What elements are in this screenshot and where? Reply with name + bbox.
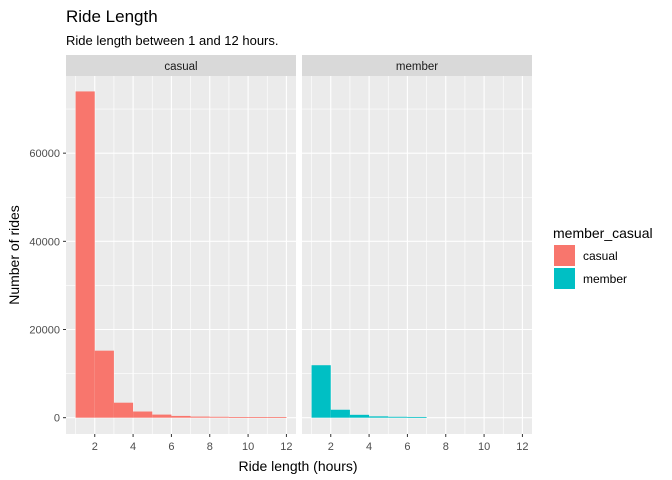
histogram-bar (113, 402, 134, 418)
x-tick-label: 4 (130, 441, 136, 453)
chart-subtitle: Ride length between 1 and 12 hours. (66, 33, 279, 48)
histogram-bar (267, 417, 287, 418)
x-tick-label: 12 (516, 441, 528, 453)
x-tick-label: 6 (404, 441, 410, 453)
chart-title: Ride Length (66, 7, 158, 26)
panel-background (302, 76, 532, 434)
x-tick-label: 6 (168, 441, 174, 453)
legend-title: member_casual (553, 225, 653, 241)
facet-panel-member: member 2 4 6 8 10 12 (302, 55, 532, 453)
x-tick-label: 8 (443, 441, 449, 453)
x-tick-label: 8 (207, 441, 213, 453)
legend-key-casual (554, 245, 575, 266)
facet-strip (302, 55, 532, 76)
histogram-bar (407, 416, 427, 418)
histogram-bar (75, 91, 95, 418)
x-tick-label: 10 (478, 441, 490, 453)
x-tick-label: 4 (366, 441, 372, 453)
legend: member_casual casual member (553, 225, 653, 289)
histogram-bar (388, 416, 408, 418)
y-tick-label: 20000 (29, 325, 60, 337)
x-tick-label: 2 (92, 441, 98, 453)
histogram-bar (171, 415, 191, 418)
x-tick-label: 10 (242, 441, 254, 453)
legend-key-member (554, 268, 575, 289)
histogram-bar (152, 414, 172, 418)
x-tick-label: 2 (328, 441, 334, 453)
facet-strip (66, 55, 296, 76)
histogram-bar (209, 416, 229, 418)
y-axis: 0 20000 40000 60000 (29, 148, 66, 425)
histogram-bar (190, 416, 210, 418)
facet-panel-casual: casual 2 4 6 8 10 12 (66, 55, 296, 453)
histogram-bar (94, 350, 114, 418)
y-tick-label: 40000 (29, 236, 60, 248)
y-tick-label: 60000 (29, 148, 60, 160)
legend-label-casual: casual (583, 249, 618, 263)
facet-panels: casual 2 4 6 8 10 12 member 2 4 6 8 10 12 (66, 55, 532, 453)
histogram-bar (369, 416, 389, 418)
histogram-bar (311, 365, 331, 418)
histogram-bar (228, 417, 249, 418)
histogram-bar (349, 414, 370, 418)
y-axis-title: Number of rides (6, 205, 22, 305)
x-axis-title: Ride length (hours) (238, 458, 357, 474)
legend-label-member: member (583, 272, 627, 286)
histogram-bar (133, 411, 153, 418)
facet-strip-label: member (396, 61, 438, 73)
y-tick-label: 0 (54, 413, 60, 425)
histogram-bar (330, 409, 350, 418)
histogram-bar (248, 417, 268, 418)
x-tick-label: 12 (280, 441, 292, 453)
facet-strip-label: casual (164, 61, 197, 73)
